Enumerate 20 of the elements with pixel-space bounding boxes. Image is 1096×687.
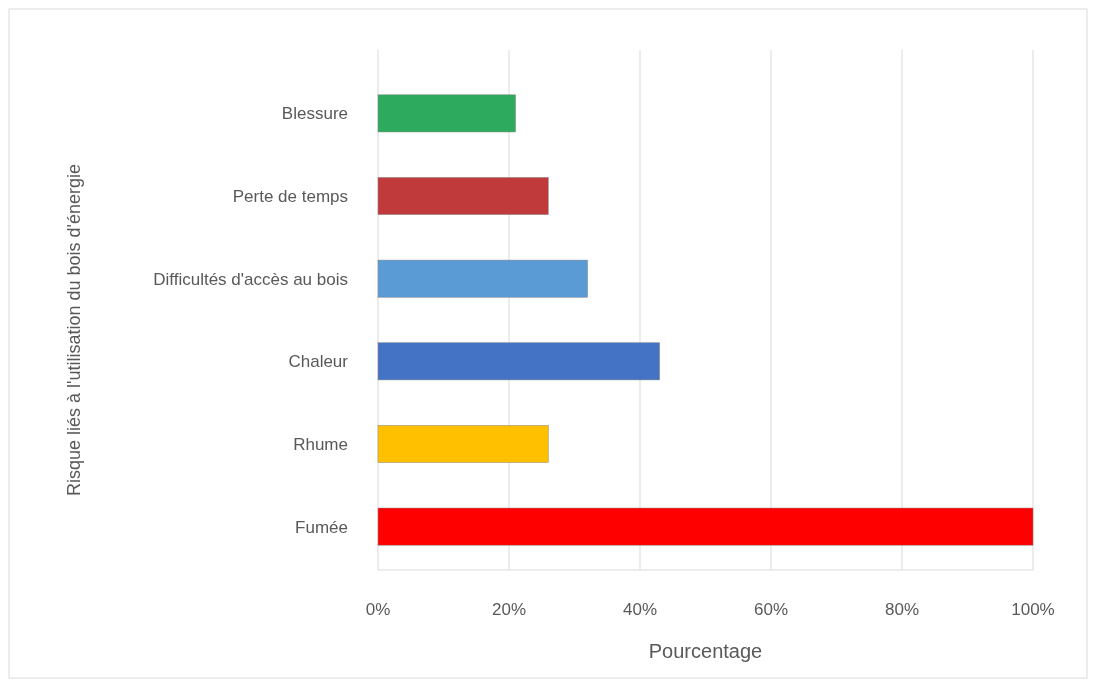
bar (377, 342, 660, 381)
y-tick-label: Chaleur (288, 352, 349, 372)
y-tick-label: Difficultés d'accès au bois (153, 269, 348, 289)
x-tick-label: 20% (491, 600, 527, 619)
bar (377, 94, 516, 133)
bar (377, 507, 1034, 546)
bar (377, 177, 549, 215)
x-tick-label: 80% (884, 600, 920, 619)
y-tick-label: Blessure (281, 104, 348, 124)
y-tick-label: Rhume (293, 434, 348, 454)
bar (377, 425, 549, 463)
x-tick-label: 0% (365, 600, 391, 619)
x-tick-label: 100% (1011, 600, 1055, 619)
x-tick-label: 40% (622, 600, 658, 619)
y-axis-title: Risque liés à l'utilisation du bois d'énergie (64, 163, 84, 497)
x-axis-title: Pourcentage (648, 640, 763, 662)
y-tick-label: Perte de temps (232, 186, 348, 206)
bar (377, 259, 588, 298)
x-tick-label: 60% (753, 600, 789, 619)
y-tick-label: Fumée (295, 517, 348, 537)
